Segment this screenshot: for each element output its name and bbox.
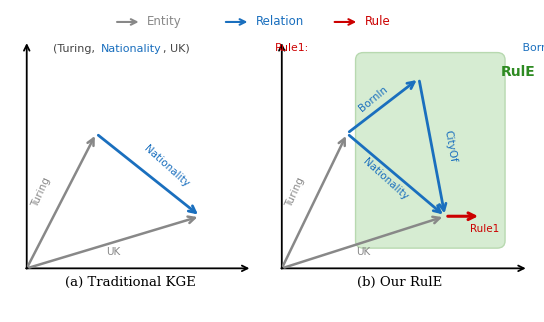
Text: Nationality: Nationality — [143, 144, 191, 189]
Text: Turing: Turing — [284, 175, 306, 209]
Text: Nationality: Nationality — [101, 44, 162, 54]
Text: Rule: Rule — [364, 15, 390, 28]
Text: UK: UK — [106, 247, 121, 257]
Text: CityOf: CityOf — [442, 129, 458, 163]
Text: (a) Traditional KGE: (a) Traditional KGE — [65, 276, 196, 289]
Text: Entity: Entity — [147, 15, 182, 28]
Text: Turing: Turing — [30, 175, 52, 209]
Text: Nationality: Nationality — [361, 157, 410, 203]
Text: RulE: RulE — [500, 65, 535, 79]
FancyBboxPatch shape — [356, 52, 505, 248]
Text: , UK): , UK) — [163, 44, 190, 54]
Text: (b) Our RulE: (b) Our RulE — [357, 276, 442, 289]
Text: Rule1:: Rule1: — [275, 43, 310, 53]
Text: Rule1: Rule1 — [470, 223, 499, 233]
Text: BornIn: BornIn — [357, 84, 390, 114]
Text: BornIn: BornIn — [519, 43, 544, 53]
Text: (Turing,: (Turing, — [53, 44, 98, 54]
Text: Relation: Relation — [256, 15, 304, 28]
Text: UK: UK — [356, 247, 370, 257]
